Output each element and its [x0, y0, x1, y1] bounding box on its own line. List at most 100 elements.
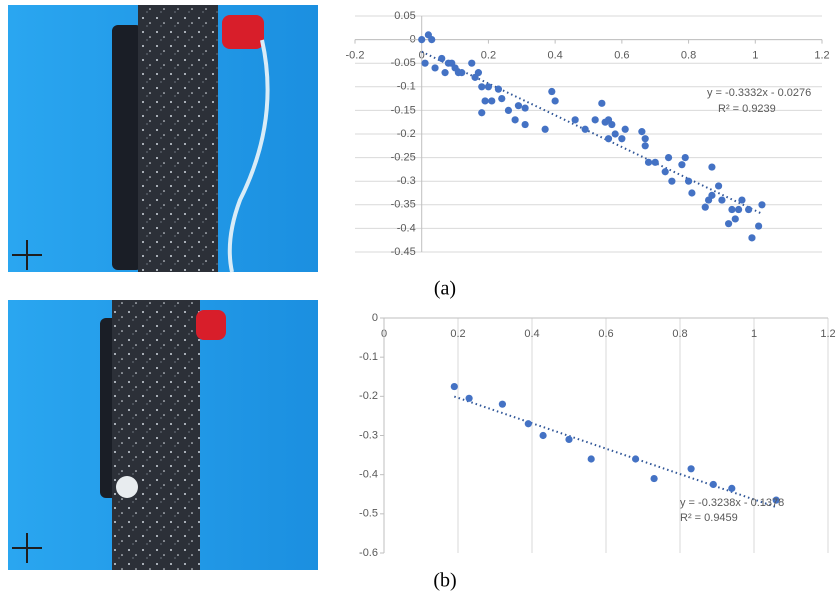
point — [772, 496, 780, 504]
point — [621, 125, 629, 133]
point — [608, 120, 616, 129]
point — [664, 154, 673, 162]
x-tick-label: 0.8 — [672, 328, 687, 340]
x-tick-label: 0.6 — [598, 328, 613, 340]
point — [498, 95, 506, 103]
point — [661, 168, 669, 176]
point — [418, 36, 426, 44]
point — [478, 109, 486, 117]
point — [504, 106, 513, 114]
annotation: R² = 0.9459 — [680, 512, 738, 524]
point — [641, 135, 649, 143]
photo-b — [8, 300, 318, 570]
point — [474, 69, 483, 77]
y-tick-label: -0.3 — [397, 175, 416, 187]
point — [668, 177, 676, 185]
point — [758, 201, 766, 209]
point — [681, 154, 689, 162]
point — [524, 420, 532, 428]
point — [644, 158, 653, 166]
point — [565, 435, 573, 444]
point — [708, 191, 716, 199]
point — [450, 382, 458, 391]
point — [431, 64, 439, 72]
y-tick-label: -0.2 — [359, 390, 378, 402]
caption: (a) — [434, 278, 456, 300]
point — [484, 83, 493, 91]
point — [701, 203, 709, 211]
y-tick-label: -0.05 — [391, 57, 416, 69]
point — [468, 59, 476, 67]
point — [591, 116, 599, 124]
photo-a — [8, 5, 318, 273]
point — [514, 102, 523, 110]
point — [728, 484, 736, 492]
x-tick-label: 0.2 — [450, 328, 465, 340]
point — [548, 87, 556, 96]
point — [748, 234, 756, 242]
point — [488, 97, 496, 105]
point — [618, 135, 626, 143]
y-tick-label: -0.45 — [391, 246, 416, 258]
point — [708, 163, 716, 171]
point — [638, 128, 646, 136]
y-tick-label: 0.05 — [394, 10, 415, 22]
point — [641, 142, 649, 150]
point — [718, 196, 726, 204]
point — [598, 99, 606, 107]
point — [709, 480, 717, 489]
point — [571, 116, 579, 124]
x-tick-label: 0.8 — [681, 50, 696, 62]
point — [604, 135, 613, 143]
y-tick-label: -0.35 — [391, 199, 416, 211]
point — [478, 83, 486, 91]
point — [687, 465, 695, 473]
x-tick-label: 1.2 — [820, 328, 835, 340]
point — [632, 455, 640, 463]
point — [458, 69, 466, 77]
annotation: R² = 0.9239 — [718, 103, 776, 115]
y-tick-label: -0.4 — [397, 222, 416, 234]
trendline — [453, 395, 777, 509]
annotation: y = -0.3238x - 0.1378 — [680, 497, 784, 509]
y-tick-label: 0 — [372, 312, 378, 324]
point — [581, 125, 589, 133]
point — [498, 400, 506, 408]
x-tick-label: 0.2 — [481, 50, 496, 62]
x-tick-label: 1.2 — [814, 50, 829, 62]
annotation: y = -0.3332x - 0.0276 — [707, 87, 811, 99]
x-tick-label: 0.4 — [524, 328, 539, 340]
point — [755, 222, 763, 230]
point — [421, 59, 429, 67]
point — [731, 215, 739, 223]
point — [587, 455, 595, 463]
point — [465, 394, 473, 402]
point — [438, 54, 446, 63]
y-tick-label: -0.3 — [359, 429, 378, 441]
x-tick-label: 1 — [751, 328, 757, 340]
point — [650, 474, 658, 483]
point — [511, 116, 519, 124]
point — [725, 220, 733, 228]
y-tick-label: -0.1 — [397, 81, 416, 93]
point — [494, 85, 503, 93]
point — [428, 36, 436, 44]
x-tick-label: 0.6 — [614, 50, 629, 62]
point — [481, 97, 489, 105]
point — [714, 182, 723, 190]
point — [688, 189, 696, 197]
point — [738, 196, 746, 204]
y-tick-label: -0.2 — [397, 128, 416, 140]
point — [541, 125, 549, 133]
point — [521, 104, 529, 112]
y-tick-label: -0.15 — [391, 104, 416, 116]
y-tick-label: -0.5 — [359, 508, 378, 520]
point — [651, 158, 659, 166]
point — [539, 431, 547, 440]
caption: (b) — [433, 570, 456, 592]
point — [441, 69, 449, 77]
x-tick-label: -0.2 — [346, 50, 365, 62]
y-tick-label: -0.25 — [391, 152, 416, 164]
